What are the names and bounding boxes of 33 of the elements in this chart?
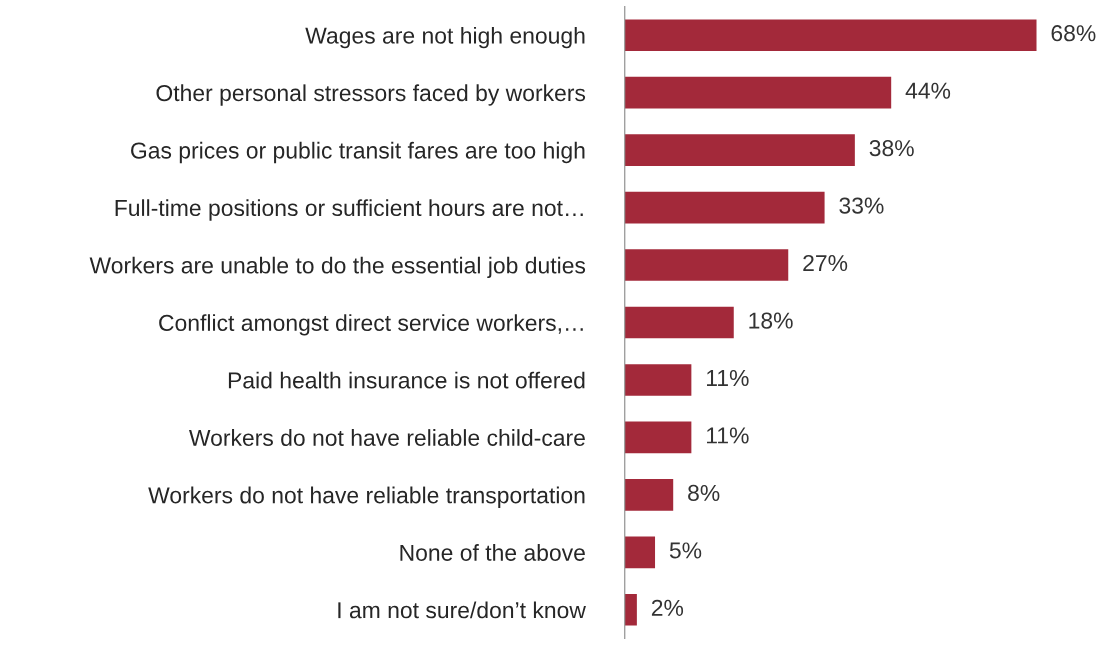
bar bbox=[624, 19, 1037, 51]
data-label: 38% bbox=[869, 140, 914, 157]
y-tick-label: I am not sure/don’t know bbox=[338, 601, 586, 619]
y-tick-label: Workers do not have reliable child-care bbox=[189, 429, 585, 446]
y-tick-label: None of the above bbox=[400, 544, 585, 561]
bar bbox=[624, 306, 734, 339]
bar bbox=[624, 536, 656, 569]
bar bbox=[624, 421, 692, 454]
data-label: 18% bbox=[749, 312, 793, 329]
data-label: 27% bbox=[803, 254, 848, 272]
bar bbox=[624, 134, 855, 166]
data-label: 8% bbox=[688, 484, 720, 502]
bar bbox=[624, 364, 692, 396]
y-tick-label: Other personal stressors faced by workers bbox=[156, 84, 586, 106]
bar bbox=[624, 594, 637, 626]
bar bbox=[624, 249, 789, 281]
y-tick-label: Conflict amongst direct service workers,… bbox=[159, 314, 583, 336]
y-tick-label: Full-time positions or sufficient hours are not… bbox=[115, 199, 583, 221]
data-label: 11% bbox=[707, 427, 749, 444]
data-label: 2% bbox=[651, 599, 684, 616]
y-tick-label: Workers do not have reliable transportation bbox=[148, 486, 585, 508]
bar bbox=[624, 479, 674, 511]
y-tick-label: Paid health insurance is not offered bbox=[228, 371, 585, 389]
y-tick-label: Gas prices or public transit fares are too high bbox=[131, 141, 585, 164]
data-label: 11% bbox=[707, 369, 749, 387]
data-label: 33% bbox=[839, 197, 884, 214]
bar bbox=[624, 76, 892, 109]
data-label: 68% bbox=[1051, 25, 1096, 42]
data-label: 44% bbox=[905, 82, 951, 99]
bar bbox=[624, 191, 825, 224]
y-tick-label: Wages are not high enough bbox=[305, 26, 585, 49]
data-label: 5% bbox=[669, 542, 702, 559]
y-tick-label: Workers are unable to do the essential job duties bbox=[89, 256, 586, 279]
